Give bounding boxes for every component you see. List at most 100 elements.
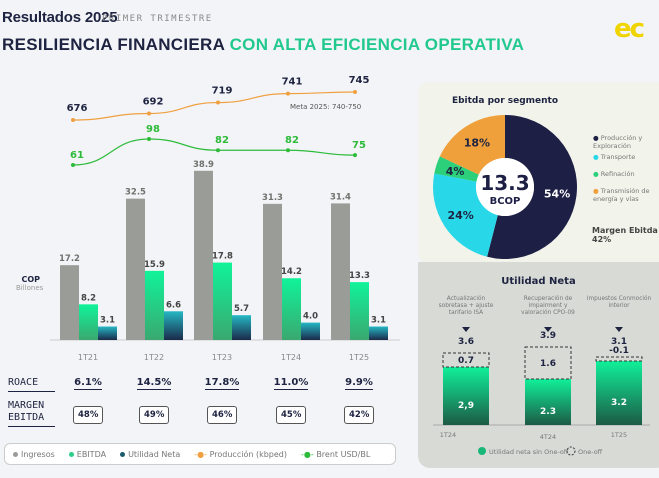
total-value-label: 3.6 xyxy=(458,337,474,347)
legend-brent: -●- Brent USD/BL xyxy=(301,449,371,459)
x-tick-label: 1T25 xyxy=(349,353,369,362)
annotation-text: Impuestos Conmoción xyxy=(587,295,652,302)
bar-value-label: 5.7 xyxy=(234,304,249,314)
bar-ingresos xyxy=(60,265,79,340)
bar-utilidad-neta xyxy=(301,322,320,340)
legend-solid-swatch xyxy=(478,447,486,455)
legend-dashed-swatch xyxy=(566,446,576,456)
brent-value-label: 98 xyxy=(146,124,160,135)
legend-label: One-off xyxy=(578,448,603,456)
bar-ingresos xyxy=(331,203,350,340)
bar-value-label: 4.0 xyxy=(303,312,318,322)
utilidad-title: Utilidad Neta xyxy=(501,276,576,287)
roace-value: 9.9% xyxy=(345,377,373,390)
roace-value: 14.5% xyxy=(136,377,172,390)
x-tick-label: 1T22 xyxy=(144,353,164,362)
margen-label: MARGEN EBITDA xyxy=(8,400,55,427)
produccion-value-label: 719 xyxy=(212,86,233,97)
down-arrow-icon xyxy=(544,327,552,332)
slice-label: 54% xyxy=(544,188,570,201)
brent-line xyxy=(72,138,356,166)
main-chart: 17.2 8.2 3.1 1T21 32.5 15.9 6.6 1T22 38.9 17.8 5.7… xyxy=(50,75,400,362)
headline-dark: RESILIENCIA FINANCIERA xyxy=(2,35,225,54)
brent-point xyxy=(353,153,357,158)
donut-slice xyxy=(433,173,498,257)
brent-value-label: 75 xyxy=(352,140,366,151)
chart-legend: Ingresos EBITDA Utilidad Neta -●- Produc… xyxy=(4,443,396,465)
report-title: Resultados 2025 xyxy=(2,9,118,26)
annotation-text: valoración CPO-09 xyxy=(521,309,575,316)
produccion-value-label: 692 xyxy=(143,97,164,108)
margen-ebitda-note: Margen Ebitda 42% xyxy=(592,226,658,244)
oneoff-value-label: 0.7 xyxy=(458,356,474,366)
annotation-text: tarifario ISA xyxy=(449,310,483,316)
slice-label: 18% xyxy=(464,137,490,150)
x-tick-label: 1T24 xyxy=(281,353,301,362)
margen-label-2: EBITDA xyxy=(8,412,45,423)
bar-utilidad-neta xyxy=(164,311,183,340)
produccion-value-label: 745 xyxy=(349,75,370,86)
produccion-value-label: 741 xyxy=(282,77,303,88)
donut-slice xyxy=(487,115,577,259)
margen-ebitda-value: 42% xyxy=(344,406,375,424)
margen-ebitda-value: 49% xyxy=(139,406,170,424)
center-unit: BCOP xyxy=(490,196,521,207)
annotation-text: Actualización xyxy=(447,295,486,302)
brent-value-label: 82 xyxy=(215,135,229,146)
legend-transmision: ● Transmisión de energía y vías xyxy=(593,187,650,203)
roace-value: 6.1% xyxy=(74,377,102,390)
x-tick-label: 1T23 xyxy=(212,353,232,362)
slice-label: 24% xyxy=(448,209,474,222)
bar-ebitda xyxy=(79,304,98,340)
margen-label-1: MARGEN xyxy=(8,400,45,411)
produccion-value-label: 676 xyxy=(67,103,88,114)
legend-ingresos: Ingresos xyxy=(13,450,55,459)
bar-value-label: 31.4 xyxy=(330,192,351,202)
oneoff-value-label: -0.1 xyxy=(609,346,629,356)
legend-label: Utilidad neta sin One-off xyxy=(489,448,569,456)
legend-refinacion: ● Refinación xyxy=(593,170,635,178)
produccion-point xyxy=(147,111,151,116)
x-tick-label: 1T25 xyxy=(611,431,627,439)
down-arrow-icon xyxy=(462,327,470,332)
donut-slice xyxy=(439,115,505,175)
bar-oneoff xyxy=(442,352,490,368)
produccion-point xyxy=(216,100,220,105)
x-tick-label: 1T24 xyxy=(440,431,456,439)
annotation-text: Recuperación de xyxy=(524,295,573,302)
legend-produccion-exploracion: ● Producción y Exploración xyxy=(593,134,643,150)
meta-annotation: Meta 2025: 740-750 xyxy=(290,103,361,111)
headline: RESILIENCIA FINANCIERA CON ALTA EFICIENC… xyxy=(2,35,524,55)
donut-legend: ● Producción y Exploración ● Transporte … xyxy=(593,134,659,203)
bar-utilidad-neta xyxy=(232,315,251,340)
brent-point xyxy=(147,137,151,141)
margen-ebitda-value: 45% xyxy=(276,406,307,424)
bar-value-label: 31.3 xyxy=(262,193,283,203)
bar-value-label: 8.2 xyxy=(81,293,96,303)
down-arrow-icon xyxy=(615,327,623,332)
bar-utilidad-sin-oneoff xyxy=(525,379,571,425)
produccion-point xyxy=(71,118,75,122)
x-tick-label: 4T24 xyxy=(540,433,556,441)
bar-value-label: 6.6 xyxy=(166,300,181,310)
y-unit-sub: Billones xyxy=(16,284,44,292)
brent-value-label: 82 xyxy=(285,135,299,146)
bar-value-label: 15.9 xyxy=(144,260,165,270)
total-value-label: 3.1 xyxy=(611,337,627,347)
total-value-label: 3.9 xyxy=(540,331,556,341)
produccion-point xyxy=(353,90,357,94)
donut-slice xyxy=(434,156,479,182)
bar-value-label: 3.1 xyxy=(371,316,386,326)
bar-value-label: 2.3 xyxy=(540,407,556,417)
brent-point xyxy=(71,163,75,167)
bar-ingresos xyxy=(263,203,282,340)
bar-value-label: 32.5 xyxy=(125,188,146,198)
bar-value-label: 13.3 xyxy=(349,271,370,281)
bar-value-label: 2,9 xyxy=(458,401,474,411)
bar-ebitda xyxy=(145,270,164,340)
y-axis-label: COP Billones xyxy=(16,275,44,292)
bar-ingresos xyxy=(194,170,213,340)
donut-title: Ebitda por segmento xyxy=(451,96,559,106)
oneoff-value-label: 1.6 xyxy=(540,359,556,369)
